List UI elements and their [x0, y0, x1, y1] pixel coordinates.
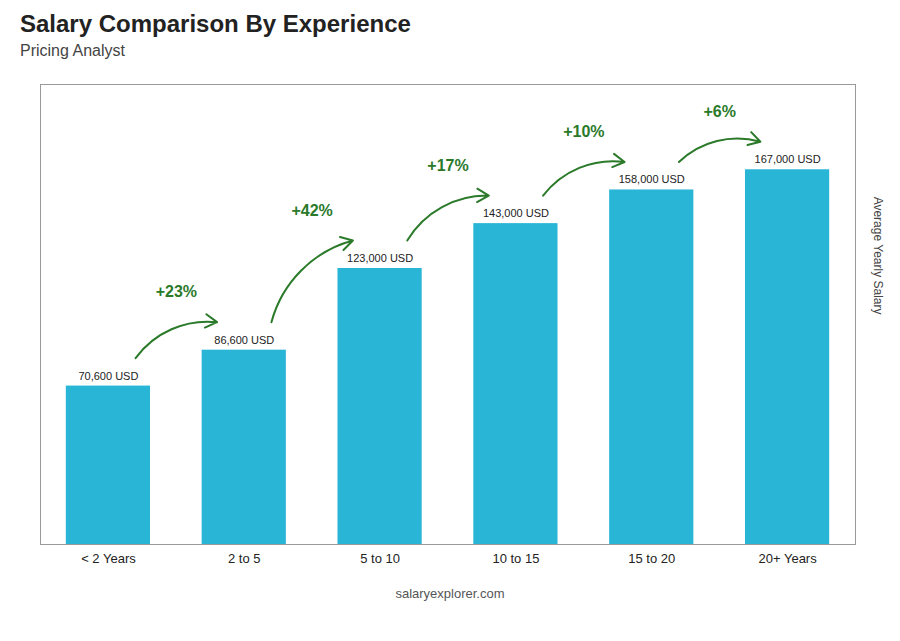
svg-text:+6%: +6%: [703, 103, 735, 120]
html-text:salaryexplorer.com: salaryexplorer.com: [395, 586, 505, 601]
svg-text:+23%: +23%: [156, 283, 197, 300]
html-text:Pricing Analyst: Pricing Analyst: [20, 42, 125, 59]
svg-text:15 to 20: 15 to 20: [628, 551, 675, 566]
svg-text:2 to 5: 2 to 5: [228, 551, 261, 566]
svg-text:10 to 15: 10 to 15: [492, 551, 539, 566]
svg-text:143,000 USD: 143,000 USD: [483, 207, 549, 219]
svg-text:86,600 USD: 86,600 USD: [214, 334, 274, 346]
svg-text:+17%: +17%: [427, 157, 468, 174]
svg-text:158,000 USD: 158,000 USD: [619, 173, 685, 185]
svg-text:+42%: +42%: [291, 202, 332, 219]
svg-text:167,000 USD: 167,000 USD: [755, 153, 821, 165]
svg-text:123,000 USD: 123,000 USD: [347, 252, 413, 264]
svg-text:20+ Years: 20+ Years: [758, 551, 817, 566]
svg-text:Average Yearly Salary: Average Yearly Salary: [871, 197, 885, 315]
svg-text:+10%: +10%: [563, 123, 604, 140]
svg-text:70,600 USD: 70,600 USD: [78, 370, 138, 382]
svg-text:< 2 Years: < 2 Years: [81, 551, 136, 566]
html-text:Salary Comparison By Experienc: Salary Comparison By Experience: [20, 10, 411, 37]
svg-text:5 to 10: 5 to 10: [360, 551, 400, 566]
